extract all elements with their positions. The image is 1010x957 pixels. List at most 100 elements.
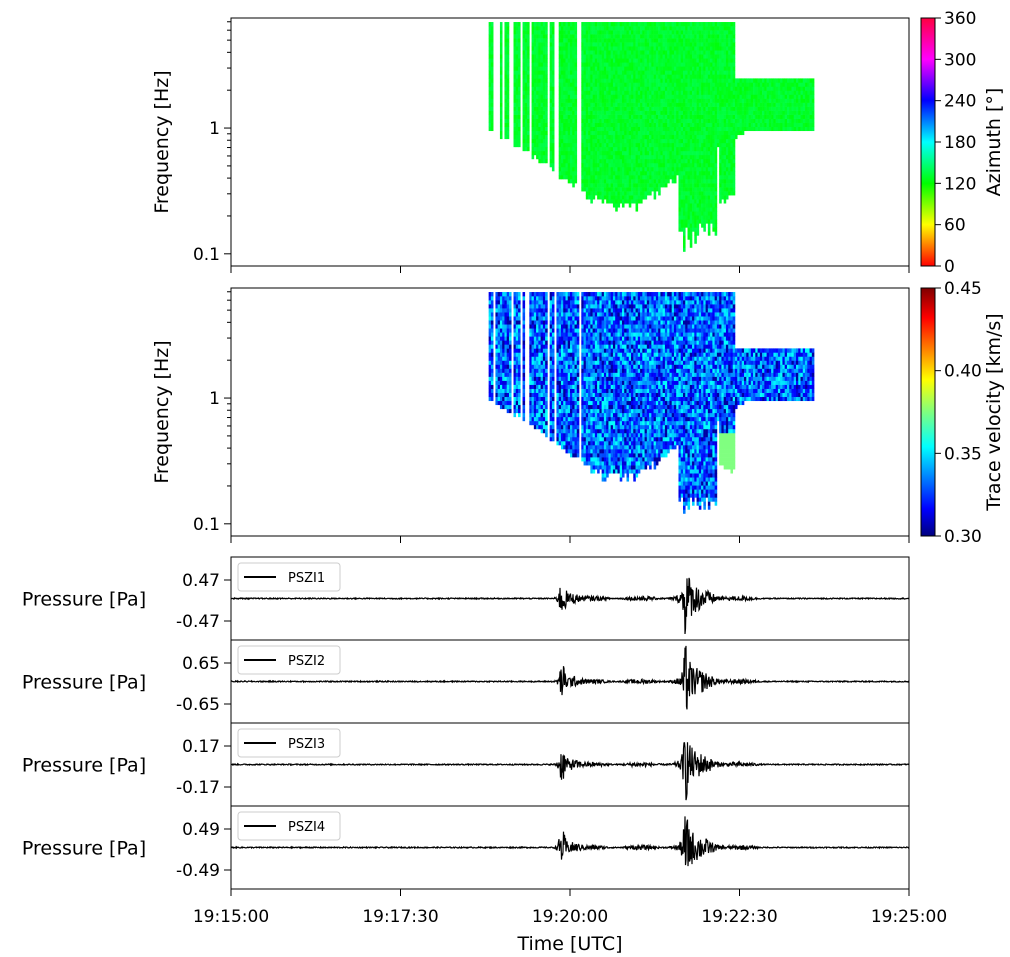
heatmap-cell [689, 34, 693, 39]
heatmap-cell [678, 30, 682, 35]
heatmap-cell [737, 98, 740, 103]
heatmap-cell [518, 54, 521, 59]
heatmap-cell [730, 82, 734, 87]
heatmap-cell [619, 134, 623, 140]
heatmap-cell [538, 134, 541, 140]
heatmap-cell [560, 138, 564, 144]
heatmap-cell [515, 376, 519, 381]
heatmap-cell [585, 90, 589, 95]
heatmap-cell [651, 175, 654, 180]
heatmap-cell [631, 187, 634, 192]
heatmap-cell [588, 90, 591, 95]
heatmap-cell [782, 110, 785, 115]
heatmap-cell [488, 364, 492, 369]
heatmap-cell [658, 175, 661, 180]
heatmap-cell [723, 74, 727, 79]
heatmap-cell [531, 86, 535, 91]
heatmap-cell [601, 114, 605, 119]
heatmap-cell [746, 126, 749, 132]
heatmap-cell [712, 26, 715, 31]
heatmap-cell [545, 126, 548, 132]
heatmap-cell [669, 86, 672, 91]
heatmap-cell [594, 122, 598, 128]
heatmap-cell [565, 134, 569, 140]
heatmap-cell [719, 58, 722, 63]
heatmap-cell [741, 118, 745, 123]
heatmap-cell [746, 94, 749, 99]
heatmap-cell [680, 138, 684, 144]
heatmap-cell [617, 34, 621, 39]
heatmap-cell [712, 211, 715, 216]
heatmap-cell [531, 146, 535, 152]
heatmap-cell [696, 110, 700, 115]
heatmap-cell [678, 146, 682, 152]
heatmap-cell [565, 98, 569, 103]
heatmap-cell [646, 26, 650, 31]
heatmap-cell [518, 384, 521, 389]
heatmap-cell [615, 78, 618, 83]
heatmap-cell [728, 50, 731, 55]
heatmap-cell [789, 102, 792, 107]
heatmap-cell [689, 142, 693, 148]
heatmap-cell [626, 175, 630, 180]
heatmap-cell [678, 58, 682, 63]
heatmap-cell [655, 118, 659, 123]
heatmap-cell [725, 158, 729, 164]
heatmap-cell [707, 134, 711, 140]
heatmap-cell [588, 22, 591, 27]
heatmap-cell [551, 46, 555, 51]
heatmap-cell [499, 38, 503, 43]
heatmap-cell [594, 102, 598, 107]
heatmap-cell [567, 34, 571, 39]
heatmap-cell [678, 78, 682, 83]
heatmap-cell [687, 154, 691, 160]
heatmap-cell [522, 336, 526, 341]
heatmap-cell [583, 134, 587, 140]
heatmap-cell [768, 98, 772, 103]
heatmap-cell [522, 328, 526, 333]
heatmap-cell [696, 114, 700, 119]
heatmap-cell [506, 22, 510, 27]
heatmap-cell [798, 90, 801, 95]
heatmap-cell [574, 158, 578, 164]
heatmap-cell [694, 82, 697, 87]
heatmap-cell [687, 126, 691, 132]
heatmap-cell [655, 110, 659, 115]
heatmap-cell [545, 82, 548, 87]
heatmap-cell [513, 126, 517, 132]
heatmap-cell [658, 38, 661, 43]
heatmap-cell [599, 42, 602, 47]
heatmap-cell [508, 356, 512, 361]
heatmap-cell [719, 22, 722, 27]
heatmap-cell [653, 179, 657, 184]
heatmap-cell [723, 118, 727, 123]
heatmap-cell [599, 191, 602, 196]
heatmap-cell [805, 126, 808, 132]
heatmap-cell [683, 247, 686, 252]
heatmap-cell [495, 304, 498, 309]
heatmap-cell [664, 134, 668, 140]
heatmap-cell [685, 114, 688, 119]
heatmap-cell [499, 58, 503, 63]
heatmap-cell [504, 316, 508, 321]
heatmap-cell [658, 26, 661, 31]
heatmap-cell [730, 26, 734, 31]
heatmap-cell [642, 122, 645, 128]
heatmap-cell [701, 175, 704, 180]
heatmap-cell [664, 102, 668, 107]
heatmap-cell [651, 46, 654, 51]
heatmap-cell [653, 126, 657, 132]
heatmap-cell [714, 82, 718, 87]
heatmap-cell [768, 102, 772, 107]
heatmap-cell [703, 82, 706, 87]
heatmap-cell [502, 292, 505, 297]
heatmap-cell [583, 78, 587, 83]
heatmap-cell [563, 86, 566, 91]
heatmap-cell [660, 62, 663, 67]
heatmap-cell [597, 110, 600, 115]
heatmap-cell [621, 78, 625, 83]
heatmap-cell [522, 94, 526, 99]
heatmap-cell [777, 114, 781, 119]
heatmap-cell [497, 316, 501, 321]
heatmap-cell [698, 130, 702, 136]
